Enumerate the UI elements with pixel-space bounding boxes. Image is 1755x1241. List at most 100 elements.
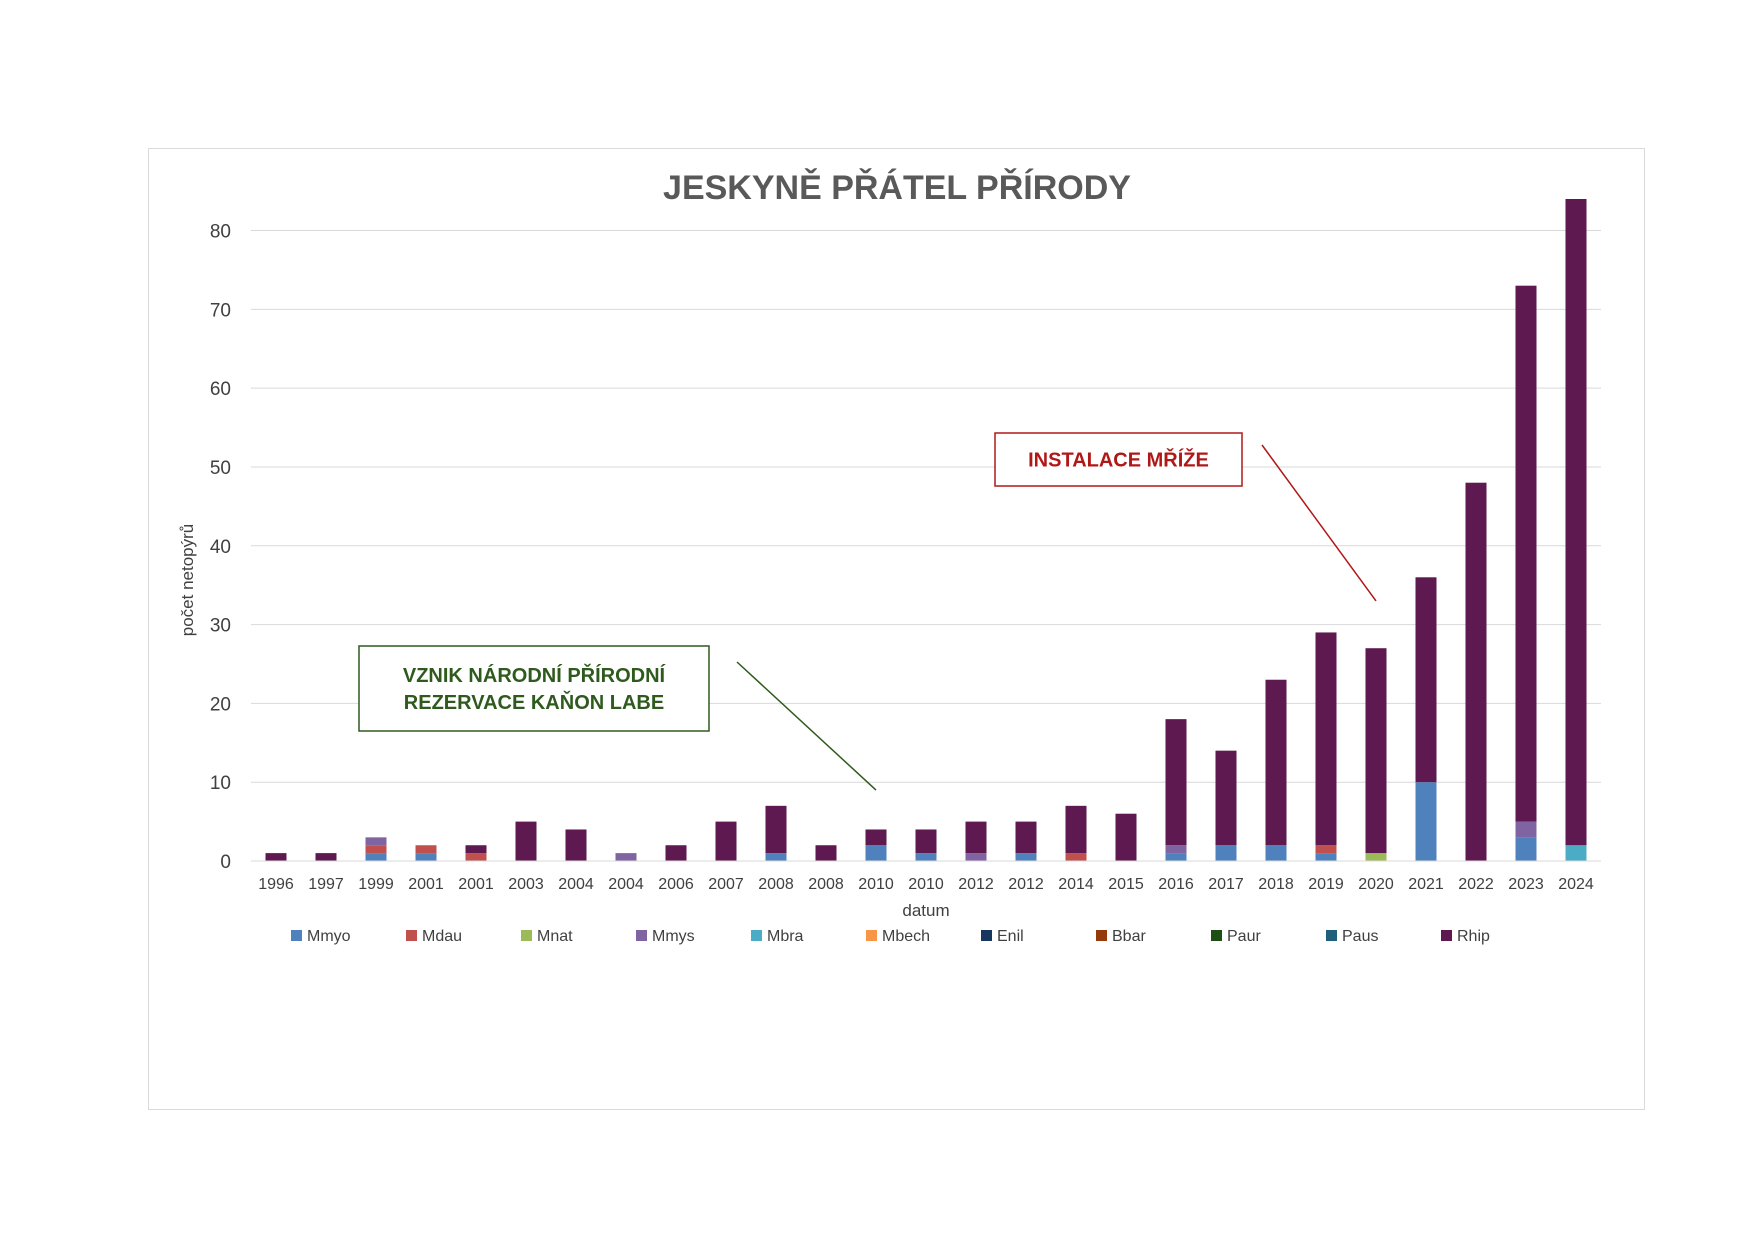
legend-label: Mbech	[882, 928, 930, 945]
bar-segment-rhip	[665, 845, 687, 861]
legend-swatch	[1326, 930, 1337, 941]
bar-segment-mdau	[365, 845, 387, 854]
bar-stack	[865, 829, 887, 861]
bar-stack	[765, 805, 787, 861]
bar-segment-mbra	[1565, 845, 1587, 861]
bar-stack	[815, 845, 837, 861]
bar-stack	[1415, 577, 1437, 861]
bar-stack	[1265, 679, 1287, 861]
bar-segment-rhip	[965, 821, 987, 854]
bar-segment-mmyo	[765, 853, 787, 861]
legend-swatch	[291, 930, 302, 941]
y-tick-label: 70	[210, 300, 231, 321]
bar-segment-rhip	[765, 805, 787, 854]
bar-segment-rhip	[715, 821, 737, 861]
bar-segment-rhip	[315, 853, 337, 861]
legend-label: Mbra	[767, 928, 804, 945]
y-tick-label: 30	[210, 616, 231, 637]
y-tick-label: 0	[220, 852, 231, 873]
bar-segment-rhip	[465, 845, 487, 854]
bar-stack	[365, 837, 387, 861]
bar-stack	[1365, 648, 1387, 861]
x-tick-label: 2001	[458, 876, 494, 893]
bar-stack	[1165, 719, 1187, 861]
bar-segment-mdau	[415, 845, 437, 854]
x-tick-label: 2008	[808, 876, 844, 893]
y-axis-ticks: 0 10 20 30 40 50 60 70 80	[210, 222, 231, 873]
x-tick-label: 2012	[1008, 876, 1044, 893]
legend-swatch	[406, 930, 417, 941]
annotations: VZNIK NÁRODNÍ PŘÍRODNÍ REZERVACE KAŇON LA…	[358, 432, 1377, 791]
bar-segment-rhip	[1365, 648, 1387, 854]
bar-segment-rhip	[865, 829, 887, 846]
x-tick-label: 2020	[1358, 876, 1394, 893]
y-tick-label: 80	[210, 222, 231, 243]
bar-segment-mnat	[1365, 853, 1387, 861]
y-tick-label: 50	[210, 458, 231, 479]
bar-segment-mdau	[1315, 845, 1337, 854]
x-axis-label: datum	[902, 901, 949, 920]
legend-item-paus: Paus	[1326, 928, 1378, 945]
x-tick-label: 2018	[1258, 876, 1294, 893]
bar-segment-mmyo	[1265, 845, 1287, 861]
x-tick-label: 1996	[258, 876, 294, 893]
x-tick-label: 2019	[1308, 876, 1344, 893]
legend-label: Paur	[1227, 928, 1261, 945]
bar-stack	[965, 821, 987, 861]
legend-label: Paus	[1342, 928, 1378, 945]
bar-stack	[315, 853, 337, 861]
bar-stack	[1565, 199, 1587, 861]
legend-label: Mnat	[537, 928, 573, 945]
bar-stack	[1465, 482, 1487, 861]
bar-segment-rhip	[515, 821, 537, 861]
legend-swatch	[1441, 930, 1452, 941]
legend-item-rhip: Rhip	[1441, 928, 1490, 945]
bar-stack	[1215, 750, 1237, 861]
x-tick-label: 2021	[1408, 876, 1444, 893]
bar-stack	[265, 853, 287, 861]
legend-item-mdau: Mdau	[406, 928, 462, 945]
bar-segment-mmyo	[1415, 782, 1437, 861]
bar-stack	[715, 821, 737, 861]
bar-segment-rhip	[565, 829, 587, 861]
bar-segment-rhip	[1465, 482, 1487, 861]
annotation-reserve: VZNIK NÁRODNÍ PŘÍRODNÍ REZERVACE KAŇON LA…	[358, 645, 877, 791]
x-tick-label: 2007	[708, 876, 744, 893]
bar-segment-rhip	[815, 845, 837, 861]
legend: Mmyo Mdau Mnat Mmys Mbra Mbech Enil Bbar Paur Pau…	[291, 928, 1490, 945]
x-tick-label: 2015	[1108, 876, 1144, 893]
bar-segment-rhip	[1265, 679, 1287, 846]
legend-label: Mdau	[422, 928, 462, 945]
annotation-grate: INSTALACE MŘÍŽE	[994, 432, 1377, 602]
legend-swatch	[981, 930, 992, 941]
x-tick-label: 2010	[858, 876, 894, 893]
legend-label: Enil	[997, 928, 1024, 945]
legend-label: Mmyo	[307, 928, 351, 945]
bar-stack	[565, 829, 587, 861]
bar-segment-mmyo	[1015, 853, 1037, 861]
bar-segment-rhip	[1065, 805, 1087, 854]
y-tick-label: 10	[210, 773, 231, 794]
bar-stack	[915, 829, 937, 861]
bar-segment-rhip	[1565, 199, 1587, 846]
legend-item-mmyo: Mmyo	[291, 928, 351, 945]
bar-segment-rhip	[1165, 719, 1187, 846]
bar-stack	[1515, 285, 1537, 861]
legend-item-mbra: Mbra	[751, 928, 804, 945]
bar-segment-rhip	[915, 829, 937, 854]
annotation-box	[358, 645, 710, 732]
bar-stack	[465, 845, 487, 861]
chart-svg: JESKYNĚ PŘÁTEL PŘÍRODY 0 10 20 30 40 50 60 70 80…	[178, 169, 1601, 945]
annotation-text: REZERVACE KAŇON LABE	[404, 690, 664, 714]
x-tick-label: 2014	[1058, 876, 1094, 893]
bar-segment-rhip	[265, 853, 287, 861]
bars	[265, 199, 1587, 861]
x-tick-label: 2017	[1208, 876, 1244, 893]
chart-title: JESKYNĚ PŘÁTEL PŘÍRODY	[663, 169, 1131, 207]
bar-segment-mmyo	[1515, 837, 1537, 861]
x-tick-label: 2006	[658, 876, 694, 893]
x-tick-label: 2004	[608, 876, 644, 893]
legend-item-enil: Enil	[981, 928, 1024, 945]
bar-segment-mmyo	[1315, 853, 1337, 861]
x-axis-ticks: 1996 1997 1999 2001 2001 2003 2004 2004 2006 2007…	[258, 876, 1594, 893]
